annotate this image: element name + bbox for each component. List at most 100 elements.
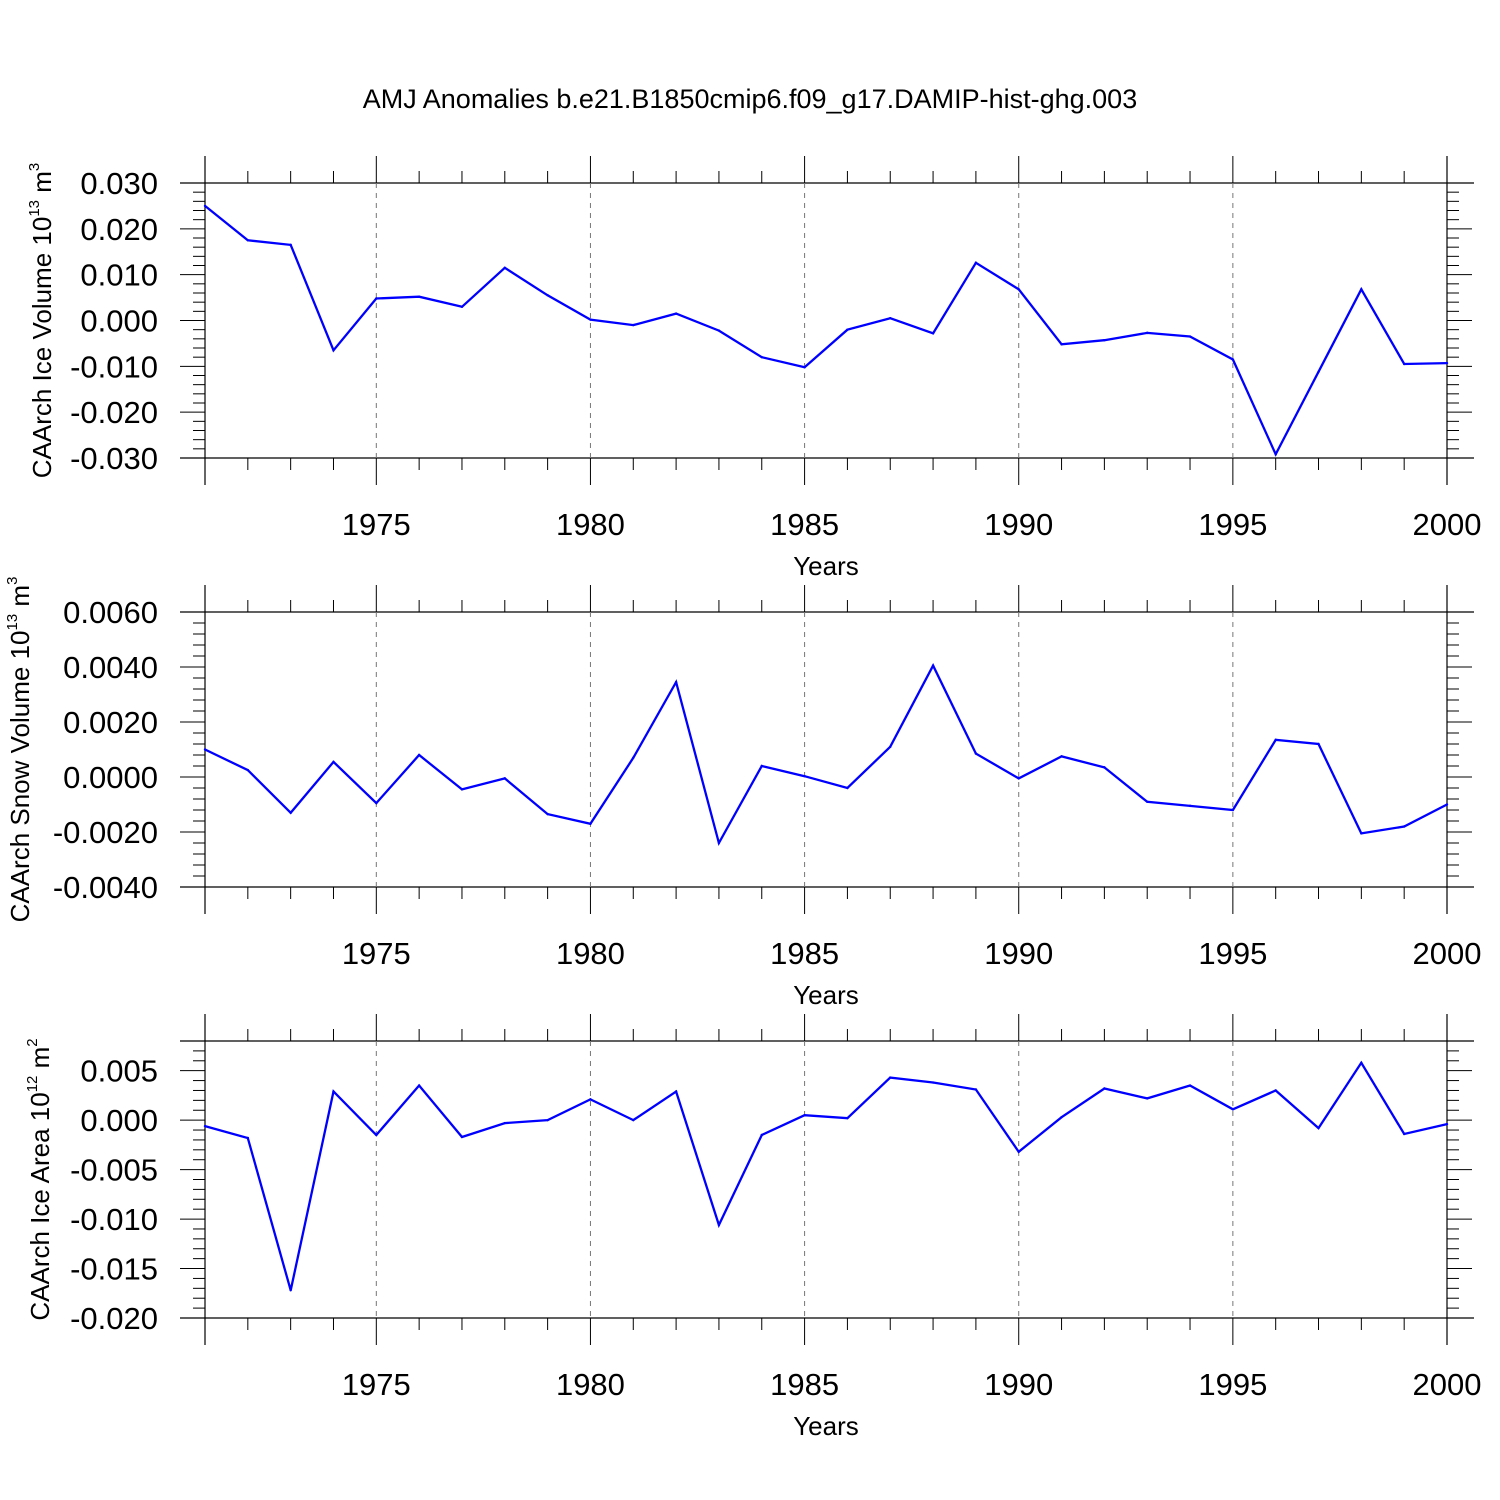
x-axis-label: Years — [793, 551, 859, 581]
data-point-1983 — [717, 1223, 721, 1227]
y-tick-label: -0.030 — [70, 441, 158, 476]
data-point-1995 — [1231, 358, 1235, 361]
y-axis-label: CAArch Ice Area 1012 m2 — [24, 1038, 55, 1320]
data-point-1990 — [1017, 1150, 1020, 1154]
data-point-1982 — [674, 1090, 678, 1093]
data-point-1976 — [417, 1084, 421, 1087]
y-tick-label: -0.015 — [70, 1252, 158, 1287]
y-label-unit-exp: 3 — [26, 163, 43, 171]
x-tick-label: 1995 — [1198, 507, 1267, 542]
data-point-1976 — [417, 753, 421, 757]
data-point-1977 — [460, 1135, 464, 1139]
data-point-1999 — [1402, 362, 1406, 366]
data-point-1986 — [846, 328, 849, 331]
data-point-1977 — [460, 305, 464, 308]
x-tick-label: 1990 — [984, 507, 1053, 542]
data-point-1984 — [760, 764, 763, 768]
data-point-1993 — [1146, 331, 1149, 335]
data-point-1980 — [589, 1098, 592, 1101]
data-point-1986 — [846, 786, 849, 790]
y-label-exp: 12 — [24, 1076, 41, 1093]
data-point-1995 — [1231, 1108, 1235, 1111]
data-point-1973 — [289, 811, 292, 814]
y-axis-label: CAArch Ice Volume 1013 m3 — [26, 163, 57, 479]
x-tick-label: 1975 — [342, 1367, 411, 1402]
y-tick-label: 0.020 — [80, 212, 158, 247]
data-point-1997 — [1317, 1126, 1320, 1130]
y-label-unit-exp: 3 — [4, 577, 21, 585]
data-point-1989 — [974, 1088, 978, 1091]
y-tick-label: 0.0040 — [63, 650, 158, 685]
data-point-1996 — [1274, 738, 1277, 742]
y-label-main: CAArch Ice Area 10 — [25, 1092, 55, 1320]
panel-1: -0.030 -0.020 -0.010 0.000 0.010 0.020 0.030 19… — [26, 156, 1481, 581]
data-point-1999 — [1402, 1132, 1406, 1136]
x-tick-label: 1985 — [770, 936, 839, 971]
y-label-unit: m — [5, 585, 35, 614]
panel-3: -0.020 -0.015 -0.010 -0.005 0.000 0.005 1975 19… — [24, 1014, 1481, 1441]
y-tick-label: 0.000 — [80, 1103, 158, 1138]
data-point-1991 — [1060, 755, 1063, 758]
data-point-1987 — [889, 745, 892, 748]
data-point-1988 — [931, 664, 935, 667]
data-point-1998 — [1360, 288, 1363, 291]
data-point-1990 — [1017, 288, 1020, 291]
y-tick-label: -0.010 — [70, 1202, 158, 1237]
panel-2: -0.0040 -0.0020 0.0000 0.0020 0.0040 0.0060 19… — [4, 577, 1481, 1010]
data-point-1983 — [717, 841, 721, 845]
data-point-1972 — [246, 1136, 250, 1140]
x-tick-label: 1990 — [984, 1367, 1053, 1402]
y-tick-label: 0.010 — [80, 258, 158, 293]
y-tick-label: -0.0040 — [53, 870, 158, 905]
data-point-1980 — [589, 318, 592, 321]
x-tick-label: 2000 — [1413, 507, 1482, 542]
data-point-1991 — [1060, 1115, 1063, 1119]
y-tick-label: 0.005 — [80, 1054, 158, 1089]
data-point-1981 — [632, 756, 635, 759]
y-label-exp: 13 — [4, 614, 21, 631]
data-point-1985 — [803, 1113, 806, 1117]
data-point-1977 — [460, 788, 464, 791]
data-point-1976 — [417, 295, 421, 298]
data-point-2000 — [1445, 803, 1449, 806]
data-point-1981 — [632, 323, 635, 327]
data-point-1985 — [803, 366, 806, 369]
y-tick-label: -0.020 — [70, 1301, 158, 1336]
data-point-1974 — [332, 1090, 335, 1093]
x-tick-label: 1975 — [342, 507, 411, 542]
y-tick-label: 0.0020 — [63, 705, 158, 740]
data-point-1994 — [1188, 335, 1192, 338]
data-point-1992 — [1103, 339, 1106, 342]
x-tick-label: 2000 — [1413, 1367, 1482, 1402]
data-point-1979 — [546, 812, 549, 816]
data-point-1998 — [1360, 832, 1363, 835]
data-point-1979 — [546, 294, 549, 297]
data-point-1974 — [332, 349, 335, 352]
data-point-1984 — [760, 355, 763, 359]
data-point-1978 — [503, 1121, 506, 1125]
data-point-1994 — [1188, 804, 1192, 808]
data-point-1973 — [289, 243, 292, 247]
y-label-main: CAArch Snow Volume 10 — [5, 630, 35, 922]
data-point-1989 — [974, 261, 978, 264]
data-point-1997 — [1317, 742, 1320, 746]
x-tick-label: 2000 — [1413, 936, 1482, 971]
y-tick-label: 0.0060 — [63, 595, 158, 630]
data-point-1971 — [203, 1124, 207, 1128]
x-tick-label: 1980 — [556, 507, 625, 542]
data-point-1975 — [375, 801, 378, 805]
data-point-1995 — [1231, 808, 1235, 812]
y-axis-label: CAArch Snow Volume 1013 m3 — [4, 577, 35, 923]
y-tick-label: 0.0000 — [63, 760, 158, 795]
y-tick-label: -0.020 — [70, 395, 158, 430]
x-axis-label: Years — [793, 1411, 859, 1441]
data-point-1986 — [846, 1116, 849, 1120]
data-point-1981 — [632, 1118, 635, 1122]
x-tick-label: 1985 — [770, 1367, 839, 1402]
x-tick-label: 1975 — [342, 936, 411, 971]
data-point-1973 — [289, 1289, 292, 1292]
data-point-1980 — [589, 822, 592, 825]
data-point-2000 — [1445, 361, 1449, 365]
data-point-1985 — [803, 774, 806, 778]
